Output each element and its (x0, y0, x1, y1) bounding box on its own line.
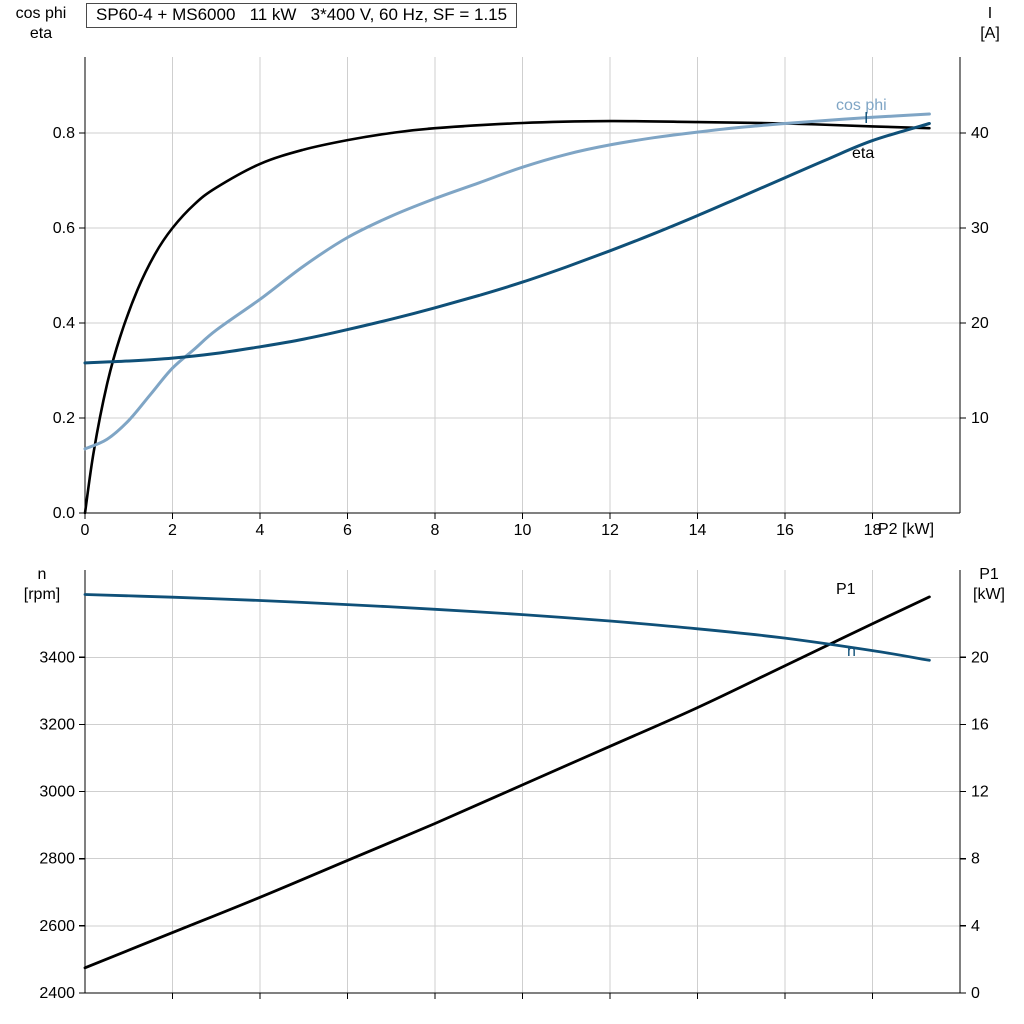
y-left-axis-title-bottom: n [rpm] (4, 565, 80, 605)
x-tick-label: 4 (256, 522, 265, 539)
y-right-axis-title-bottom: P1 [kW] (960, 565, 1018, 605)
series-P1-curve (83, 595, 931, 970)
y-left-tick-label: 0.6 (53, 220, 75, 237)
x-tick-label: 10 (514, 522, 532, 539)
y-left-tick-label: 2800 (39, 851, 75, 868)
x-tick-label: 18 (864, 522, 882, 539)
y-right-tick-label: 40 (971, 125, 989, 142)
y-right-axis-title-line2: [kW] (973, 586, 1005, 603)
x-tick-label: 16 (776, 522, 794, 539)
y-left-axis-title-line1: n (37, 566, 47, 583)
series-cos-phi-curve (83, 112, 931, 451)
x-tick-label: 6 (343, 522, 352, 539)
tick-labels: 0 2 4 6 8 10 12 14 16 18 0.0 0.2 0.4 0.6 0.8 10 20 30 40 (53, 125, 989, 539)
y-left-axis-title-line1: cos phi (15, 5, 67, 22)
axes (79, 57, 966, 519)
grid-lines (85, 570, 960, 993)
y-right-tick-label: 10 (971, 410, 989, 427)
y-left-tick-label: 3400 (39, 649, 75, 666)
axes (79, 570, 966, 999)
series-label-P1: P1 (836, 581, 856, 598)
grid-lines (85, 57, 960, 513)
y-right-axis-title-line1: P1 (979, 566, 999, 583)
y-left-axis-title-top: cos phi eta (2, 4, 80, 44)
y-right-tick-label: 16 (971, 716, 989, 733)
x-axis-title: P2 [kW] (878, 521, 935, 538)
x-tick-label: 2 (168, 522, 177, 539)
y-right-axis-title-line2: [A] (980, 25, 1000, 42)
series-eta-curve (83, 119, 931, 515)
y-right-tick-label: 8 (971, 851, 980, 868)
y-left-tick-label: 3000 (39, 784, 75, 801)
series-label-cos-phi: cos phi (836, 97, 887, 114)
y-left-tick-label: 3200 (39, 716, 75, 733)
x-tick-label: 14 (689, 522, 707, 539)
y-left-tick-label: 0.0 (53, 505, 75, 522)
series-I-curve (83, 122, 931, 365)
chart-title: SP60-4 + MS6000 11 kW 3*400 V, 60 Hz, SF… (86, 3, 518, 28)
y-right-tick-label: 4 (971, 918, 980, 935)
y-right-axis-title-line1: I (987, 5, 993, 22)
series-label-eta: eta (852, 145, 874, 162)
y-left-axis-title-line2: [rpm] (23, 586, 61, 603)
y-left-tick-label: 0.4 (53, 315, 75, 332)
y-right-tick-label: 20 (971, 315, 989, 332)
series-label-n: n (847, 643, 856, 660)
y-right-tick-label: 0 (971, 985, 980, 1002)
series-curves: P1 n (83, 581, 931, 970)
y-left-axis-title-line2: eta (29, 25, 53, 42)
x-tick-label: 12 (601, 522, 619, 539)
tick-labels: 2400 2600 2800 3000 3200 3400 0 4 8 12 16 20 (39, 649, 988, 1002)
y-left-tick-label: 0.8 (53, 125, 75, 142)
y-left-tick-label: 2600 (39, 918, 75, 935)
x-tick-label: 0 (81, 522, 90, 539)
y-left-tick-label: 2400 (39, 985, 75, 1002)
y-right-tick-label: 12 (971, 784, 989, 801)
y-right-axis-title-top: I [A] (962, 4, 1018, 44)
y-right-tick-label: 30 (971, 220, 989, 237)
x-tick-label: 8 (431, 522, 440, 539)
y-left-tick-label: 0.2 (53, 410, 75, 427)
series-label-I: I (864, 110, 868, 127)
y-right-tick-label: 20 (971, 649, 989, 666)
series-n-curve (83, 593, 931, 662)
